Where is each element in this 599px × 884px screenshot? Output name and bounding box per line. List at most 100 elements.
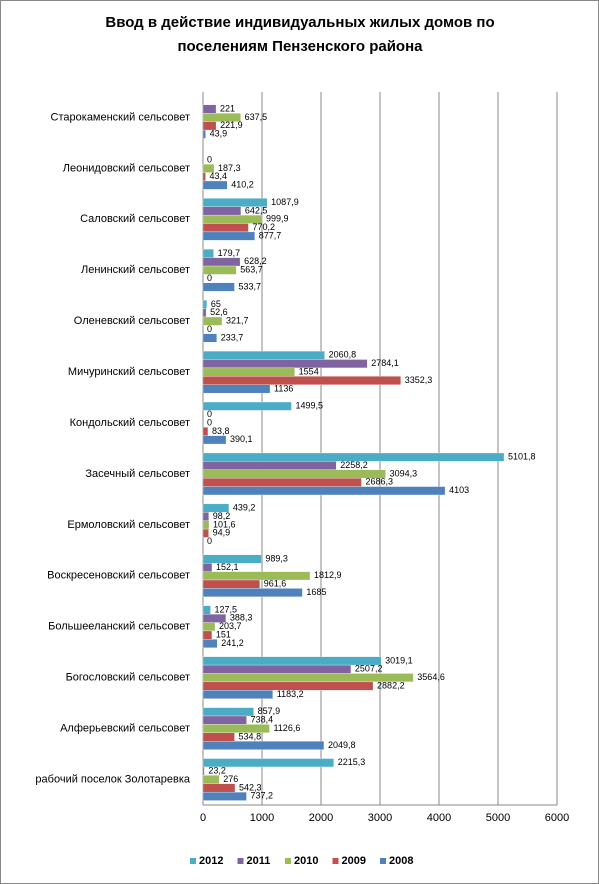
x-tick-label: 0 [200,812,206,824]
value-label: 0 [207,409,212,419]
value-label: 4103 [449,485,469,495]
bar [202,223,249,233]
bar [202,206,242,216]
legend-marker [380,858,386,864]
value-label: 152,1 [216,562,239,572]
x-tick-label: 4000 [427,812,451,824]
value-label: 999,9 [266,214,289,224]
value-label: 989,3 [265,553,288,563]
value-label: 127,5 [215,604,238,614]
value-label: 94,9 [213,528,231,538]
category-label: Мичуринский сельсовет [68,366,190,378]
bar [202,741,325,750]
value-label: 534,8 [239,731,262,741]
category-label: Леонидовский сельсовет [63,162,190,174]
bar [202,172,206,182]
value-label: 3019,1 [385,655,413,665]
bar [202,257,241,267]
category-label: Ермоловский сельсовет [67,519,190,531]
value-label: 1812,9 [314,570,342,580]
value-label: 2258,2 [340,460,368,470]
value-label: 542,3 [239,782,262,792]
value-label: 410,2 [231,180,254,190]
x-tick-label: 1000 [250,812,274,824]
value-label: 321,7 [226,316,249,326]
bar [202,104,217,114]
bar [202,384,271,394]
value-label: 5101,8 [508,452,536,462]
value-label: 1183,2 [277,689,304,699]
value-label: 563,7 [240,265,263,275]
value-label: 2049,8 [328,740,356,750]
category-label: Старокаменский сельсовет [51,111,190,123]
bar [202,732,235,742]
bar [202,316,223,326]
bar [202,401,292,411]
value-label: 737,2 [250,791,273,801]
x-tick-label: 2000 [309,812,333,824]
bar [202,486,446,496]
legend-label: 2008 [389,855,413,867]
bar [202,265,237,275]
value-label: 151 [216,630,231,640]
value-label: 628,2 [244,256,267,266]
bar [202,766,205,776]
bar [202,571,311,581]
value-label: 187,3 [218,163,241,173]
bar [202,724,270,733]
category-label: Большееланский сельсовет [48,621,190,633]
bar [202,791,247,801]
value-label: 2507,2 [355,664,383,674]
value-label: 3352,3 [405,375,433,385]
value-label: 52,6 [210,307,228,317]
bar [202,461,337,470]
category-label: рабочий поселок Золотаревка [35,773,190,785]
value-label: 43,4 [210,171,228,181]
bar [202,282,235,292]
bar [202,367,295,377]
bar [202,231,255,241]
bar [202,579,260,589]
value-label: 770,2 [252,222,275,232]
bar [202,588,303,597]
value-label: 0 [207,417,212,427]
bar [202,376,401,385]
value-label: 221,9 [220,120,243,130]
category-label: Засечный сельсовет [85,468,190,480]
bar [202,469,386,479]
category-label: Оленевский сельсовет [74,315,190,327]
value-label: 43,9 [210,129,228,139]
legend-marker [332,858,339,864]
legend-label: 2012 [199,855,223,867]
chart-title: Ввод в действие индивидуальных жилых дом… [105,14,494,31]
legend-label: 2010 [294,855,318,867]
bar [202,758,334,768]
value-label: 533,7 [238,281,261,291]
bar [202,452,505,462]
value-label: 23,2 [208,766,226,776]
value-label: 439,2 [233,502,256,512]
bar [202,350,325,360]
bar [202,520,210,530]
x-tick-label: 3000 [368,812,392,824]
bar [202,121,217,131]
legend-marker [237,858,244,864]
value-label: 0 [207,154,212,164]
x-tick-label: 5000 [486,812,510,824]
legend-label: 2009 [342,855,366,867]
bar [202,707,254,717]
bar [202,427,209,436]
legend-marker [285,858,291,864]
legend-label: 2011 [247,855,271,867]
value-label: 1087,9 [271,197,299,207]
value-label: 2686,3 [365,477,393,487]
value-label: 1554 [299,366,319,376]
chart-title: поселениям Пензенского района [177,38,423,55]
bar [202,622,216,632]
value-label: 179,7 [218,248,241,258]
bar [202,129,206,139]
bar [202,681,374,691]
value-label: 637,5 [245,112,268,122]
bar [202,554,262,564]
